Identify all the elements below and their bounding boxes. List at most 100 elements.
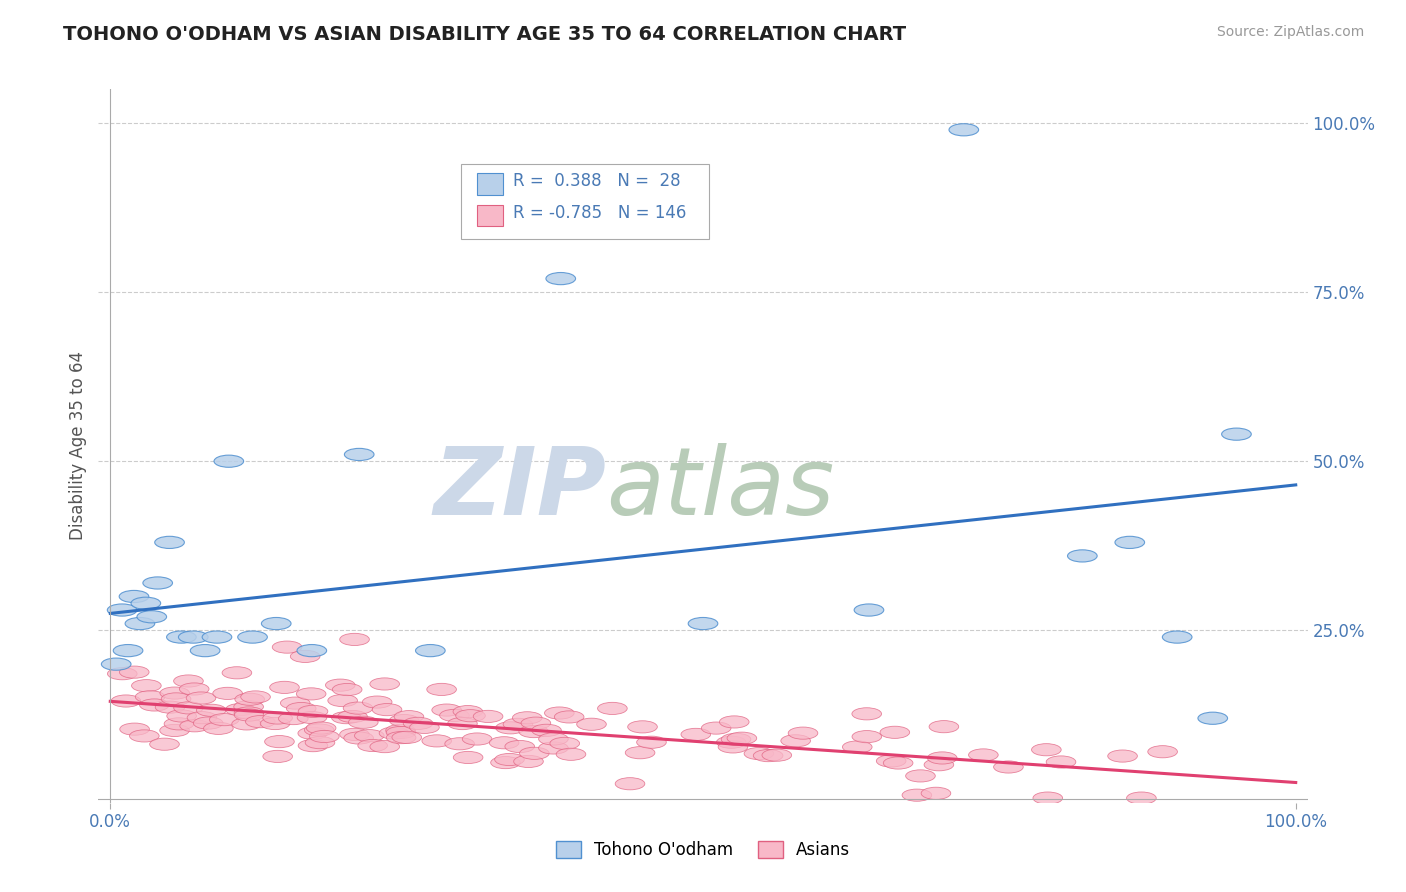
Y-axis label: Disability Age 35 to 64: Disability Age 35 to 64 — [69, 351, 87, 541]
Ellipse shape — [162, 693, 191, 705]
Ellipse shape — [702, 722, 731, 734]
Ellipse shape — [554, 711, 583, 723]
Ellipse shape — [246, 715, 276, 728]
Ellipse shape — [1046, 756, 1076, 768]
Ellipse shape — [453, 751, 482, 764]
Ellipse shape — [202, 631, 232, 643]
Ellipse shape — [107, 604, 136, 616]
Ellipse shape — [209, 714, 239, 726]
Ellipse shape — [120, 723, 149, 735]
Ellipse shape — [328, 695, 357, 706]
Ellipse shape — [883, 757, 912, 769]
Ellipse shape — [616, 778, 645, 789]
Ellipse shape — [264, 736, 294, 747]
Ellipse shape — [637, 736, 666, 748]
Text: R = -0.785   N = 146: R = -0.785 N = 146 — [513, 204, 686, 222]
Ellipse shape — [155, 701, 184, 714]
Ellipse shape — [688, 617, 718, 630]
Ellipse shape — [373, 704, 402, 715]
Ellipse shape — [120, 666, 149, 678]
Ellipse shape — [519, 725, 548, 738]
Ellipse shape — [235, 706, 264, 719]
Ellipse shape — [326, 679, 356, 691]
Ellipse shape — [852, 707, 882, 720]
Ellipse shape — [297, 688, 326, 700]
Ellipse shape — [598, 702, 627, 714]
Ellipse shape — [503, 718, 533, 731]
Ellipse shape — [744, 747, 773, 760]
Ellipse shape — [129, 730, 159, 742]
Ellipse shape — [496, 722, 526, 734]
Ellipse shape — [343, 702, 373, 714]
Ellipse shape — [225, 704, 254, 715]
Ellipse shape — [544, 707, 574, 719]
Ellipse shape — [232, 718, 262, 730]
Ellipse shape — [273, 641, 302, 653]
FancyBboxPatch shape — [477, 205, 503, 227]
Ellipse shape — [214, 455, 243, 467]
FancyBboxPatch shape — [477, 173, 503, 194]
Ellipse shape — [194, 717, 224, 729]
Ellipse shape — [233, 701, 263, 713]
Ellipse shape — [447, 717, 477, 730]
Ellipse shape — [762, 749, 792, 761]
Ellipse shape — [627, 721, 658, 733]
Ellipse shape — [495, 754, 524, 765]
Ellipse shape — [235, 693, 264, 706]
Ellipse shape — [387, 726, 416, 739]
Ellipse shape — [180, 720, 209, 731]
Ellipse shape — [432, 704, 461, 716]
Ellipse shape — [287, 702, 316, 714]
Ellipse shape — [717, 736, 747, 748]
Text: ZIP: ZIP — [433, 442, 606, 535]
Ellipse shape — [1032, 744, 1062, 756]
Ellipse shape — [1198, 712, 1227, 724]
Ellipse shape — [416, 645, 446, 657]
Ellipse shape — [440, 709, 470, 722]
Ellipse shape — [304, 724, 335, 736]
Ellipse shape — [394, 711, 423, 723]
Ellipse shape — [187, 712, 217, 723]
Ellipse shape — [262, 617, 291, 630]
Ellipse shape — [278, 713, 308, 724]
Ellipse shape — [238, 631, 267, 643]
Ellipse shape — [789, 727, 818, 739]
Ellipse shape — [880, 726, 910, 739]
Ellipse shape — [186, 692, 217, 704]
Ellipse shape — [392, 731, 422, 743]
Ellipse shape — [298, 706, 328, 717]
Ellipse shape — [160, 687, 190, 699]
Ellipse shape — [337, 710, 367, 723]
Ellipse shape — [263, 712, 292, 724]
Ellipse shape — [522, 717, 551, 730]
Ellipse shape — [357, 739, 388, 752]
Ellipse shape — [538, 742, 568, 754]
Ellipse shape — [1222, 428, 1251, 441]
Ellipse shape — [212, 687, 242, 699]
Ellipse shape — [905, 770, 935, 782]
Ellipse shape — [721, 733, 751, 746]
Ellipse shape — [780, 735, 810, 747]
Ellipse shape — [681, 728, 710, 740]
Ellipse shape — [505, 740, 534, 753]
Ellipse shape — [174, 702, 204, 714]
Ellipse shape — [387, 731, 416, 744]
Ellipse shape — [332, 712, 361, 723]
Ellipse shape — [546, 272, 575, 285]
FancyBboxPatch shape — [461, 164, 709, 239]
Ellipse shape — [354, 730, 384, 742]
Ellipse shape — [474, 710, 503, 723]
Ellipse shape — [626, 747, 655, 759]
Ellipse shape — [143, 577, 173, 589]
Ellipse shape — [929, 721, 959, 732]
Ellipse shape — [720, 716, 749, 728]
Ellipse shape — [180, 683, 209, 695]
Ellipse shape — [994, 761, 1024, 773]
Ellipse shape — [727, 732, 756, 744]
Ellipse shape — [1147, 746, 1177, 758]
Ellipse shape — [222, 666, 252, 679]
Ellipse shape — [160, 724, 190, 737]
Ellipse shape — [1067, 549, 1097, 562]
Ellipse shape — [280, 697, 311, 709]
Ellipse shape — [260, 717, 290, 730]
